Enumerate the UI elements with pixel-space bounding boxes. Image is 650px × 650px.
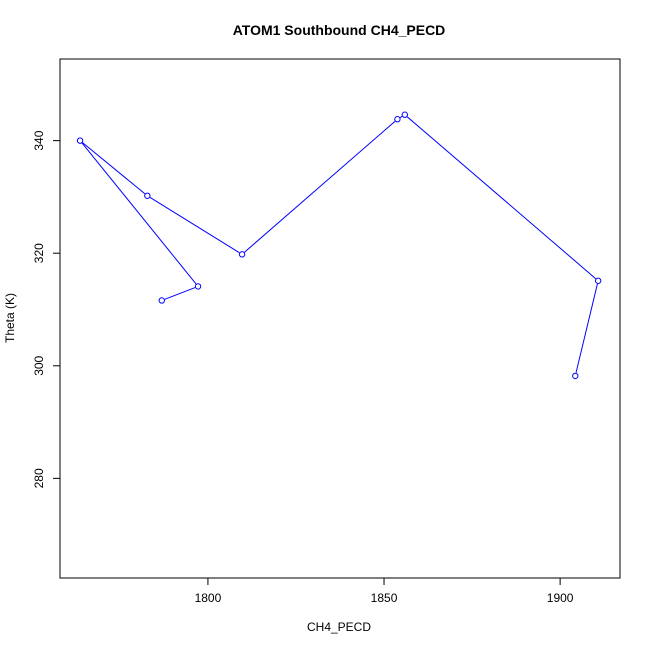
x-axis: 1800 1850 1900 [195, 578, 574, 605]
y-axis-label: Theta (K) [3, 293, 17, 343]
y-axis: 280 300 320 340 [32, 130, 60, 488]
series-layer [76, 111, 602, 380]
data-point [238, 251, 246, 258]
plot-frame [59, 58, 621, 579]
y-tick-label: 320 [32, 243, 46, 263]
data-point [572, 372, 579, 380]
series-segment [575, 283, 598, 373]
y-tick-label: 280 [32, 468, 46, 488]
series-segment [399, 115, 403, 118]
data-point [594, 277, 602, 284]
y-tick-label: 300 [32, 355, 46, 375]
x-tick-label: 1800 [195, 591, 222, 605]
x-tick-label: 1850 [371, 591, 398, 605]
series-segment [81, 142, 197, 285]
data-point [394, 116, 401, 123]
series-segment [164, 287, 196, 300]
data-point [401, 111, 409, 118]
series-segment [82, 142, 146, 195]
x-tick-label: 1900 [547, 591, 574, 605]
x-axis-label: CH4_PECD [307, 620, 371, 634]
series-segment [406, 116, 597, 280]
data-point [194, 283, 202, 290]
series-segment [149, 197, 240, 254]
data-point [76, 137, 84, 144]
data-point [158, 297, 165, 304]
series-segment [244, 120, 396, 253]
data-point [144, 192, 151, 199]
chart-title: ATOM1 Southbound CH4_PECD [233, 22, 446, 38]
y-tick-label: 340 [32, 130, 46, 150]
